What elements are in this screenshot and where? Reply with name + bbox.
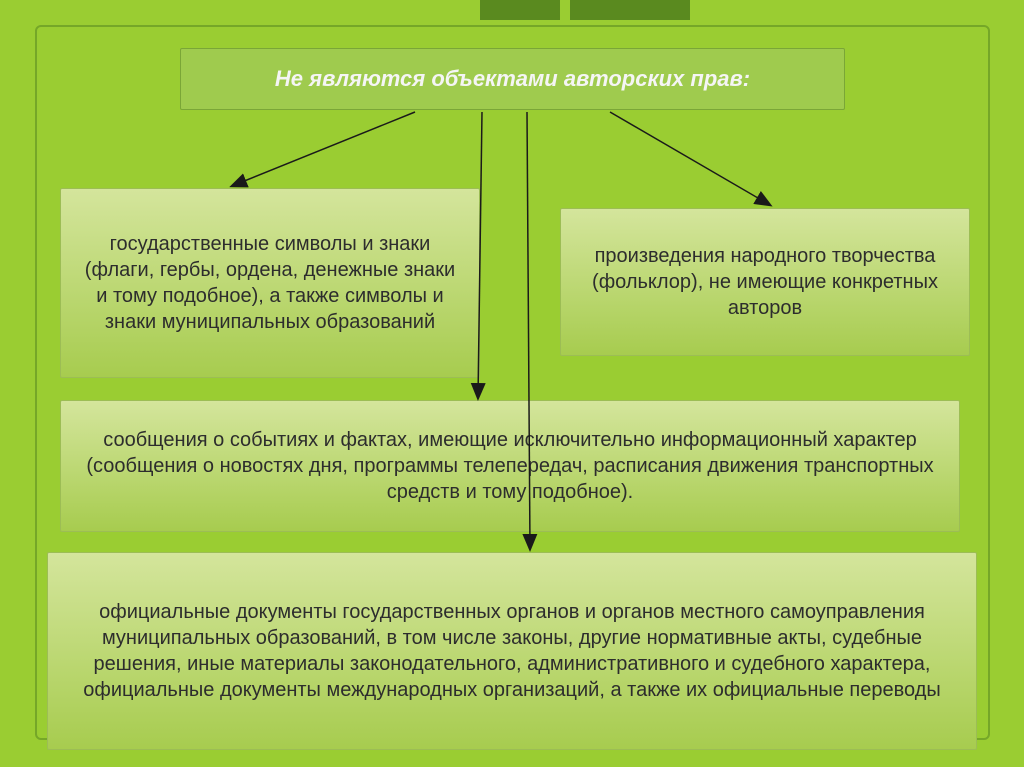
box-state-symbols-text: государственные символы и знаки (флаги, …: [79, 231, 461, 335]
decor-tab-1: [480, 0, 560, 20]
title-text: Не являются объектами авторских прав:: [275, 66, 750, 92]
box-folklore: произведения народного творчества (фольк…: [560, 208, 970, 356]
box-state-symbols: государственные символы и знаки (флаги, …: [60, 188, 480, 378]
title-box: Не являются объектами авторских прав:: [180, 48, 845, 110]
decor-tab-2: [570, 0, 690, 20]
box-news: сообщения о событиях и фактах, имеющие и…: [60, 400, 960, 532]
box-official-docs: официальные документы государственных ор…: [47, 552, 977, 750]
box-news-text: сообщения о событиях и фактах, имеющие и…: [79, 427, 941, 505]
box-folklore-text: произведения народного творчества (фольк…: [579, 243, 951, 321]
box-official-docs-text: официальные документы государственных ор…: [66, 599, 958, 703]
